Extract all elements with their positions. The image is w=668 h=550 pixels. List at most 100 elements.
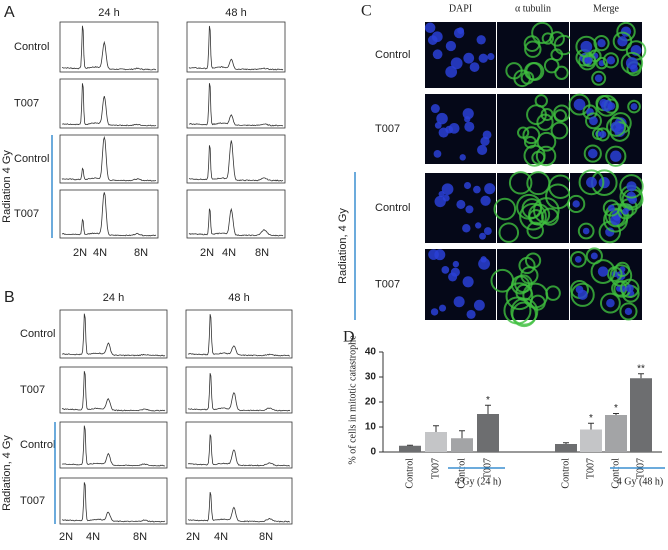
x-axis-label: 2N: [73, 247, 87, 259]
cell: [620, 278, 640, 299]
nucleus: [459, 154, 466, 161]
column-header: 48 h: [228, 292, 249, 304]
nucleus: [430, 104, 440, 114]
cell: [508, 171, 533, 195]
histogram-frame: [59, 21, 159, 73]
histogram-frame: [186, 78, 286, 129]
nucleus: [476, 35, 486, 45]
bar: [605, 415, 627, 452]
cell: [567, 194, 586, 214]
nucleus: [475, 222, 482, 229]
nucleus: [477, 144, 488, 156]
row-label: T007: [20, 384, 45, 396]
nucleus: [479, 232, 486, 240]
histogram-trace: [188, 140, 284, 182]
nucleus: [585, 56, 593, 64]
x-axis-label: 8N: [255, 247, 269, 259]
cell: [522, 282, 549, 309]
nucleus: [434, 195, 446, 208]
bar: [555, 444, 577, 452]
histogram-trace: [61, 482, 166, 523]
histogram-frame: [59, 189, 159, 239]
histogram-frame: [185, 366, 293, 414]
histogram-trace: [61, 135, 157, 182]
cell: [505, 282, 534, 311]
nucleus: [480, 256, 487, 263]
nucleus: [599, 130, 607, 138]
cell: [577, 222, 595, 240]
cell: [620, 51, 644, 75]
histogram-frame: [59, 421, 168, 469]
row-label: Control: [20, 328, 55, 340]
x-axis-label: 4N: [86, 531, 100, 543]
cell: [536, 113, 554, 131]
group-label: 4 Gy (48 h): [617, 476, 663, 487]
cell: [595, 56, 608, 70]
nucleus: [573, 98, 586, 111]
cell: [590, 259, 616, 284]
nucleus: [625, 284, 634, 293]
x-axis-label: 4N: [93, 247, 107, 259]
cell: [570, 282, 595, 307]
nucleus: [597, 266, 609, 277]
histogram-frame: [185, 421, 293, 469]
nucleus: [473, 299, 485, 311]
nucleus: [433, 149, 442, 158]
column-header: DAPI: [449, 3, 472, 14]
nucleus: [427, 35, 438, 45]
nucleus: [434, 121, 442, 129]
x-tick-label: T007: [430, 458, 441, 479]
nucleus: [482, 130, 492, 140]
x-axis-label: 2N: [186, 531, 200, 543]
histogram-frame: [59, 78, 159, 129]
histogram-frame: [59, 366, 168, 414]
histogram-frame: [59, 134, 159, 184]
nucleus: [453, 27, 465, 39]
bar: [630, 378, 652, 452]
nucleus: [605, 227, 615, 237]
cell: [523, 144, 546, 167]
cell: [519, 202, 547, 231]
cell: [535, 145, 557, 167]
cell: [619, 302, 638, 321]
nucleus: [445, 66, 458, 78]
histogram-trace: [62, 192, 157, 237]
nucleus: [601, 99, 613, 112]
nucleus: [450, 57, 463, 70]
x-axis-label: 2N: [59, 531, 73, 543]
cell: [540, 107, 554, 122]
y-axis-label: % of cells in mitotic catastrophe: [347, 335, 358, 465]
cell: [602, 199, 620, 217]
significance: *: [589, 413, 593, 424]
bar: [580, 429, 602, 452]
nucleus: [617, 36, 628, 47]
histogram-frame: [185, 309, 293, 359]
cell: [569, 250, 587, 268]
nucleus: [630, 103, 638, 111]
nucleus: [580, 40, 593, 53]
significance: **: [637, 363, 645, 374]
cell: [498, 222, 520, 243]
histogram-trace: [62, 25, 157, 71]
nucleus: [466, 309, 476, 319]
nucleus: [610, 214, 621, 226]
nucleus: [430, 308, 439, 316]
nucleus: [626, 181, 637, 192]
cell: [543, 57, 560, 74]
cell: [531, 21, 554, 44]
nucleus: [610, 150, 622, 162]
row-label: Control: [14, 41, 49, 53]
nucleus: [590, 252, 598, 260]
nucleus: [607, 204, 615, 212]
nucleus: [624, 307, 633, 316]
cell: [606, 116, 627, 137]
cell: [614, 261, 631, 278]
x-tick-label: Control: [404, 458, 415, 489]
cell: [593, 35, 610, 52]
nucleus: [441, 183, 454, 196]
cell: [554, 65, 569, 80]
x-tick-label: Control: [456, 458, 467, 489]
nucleus: [478, 53, 488, 63]
group-label: 4 Gy (24 h): [455, 476, 501, 487]
